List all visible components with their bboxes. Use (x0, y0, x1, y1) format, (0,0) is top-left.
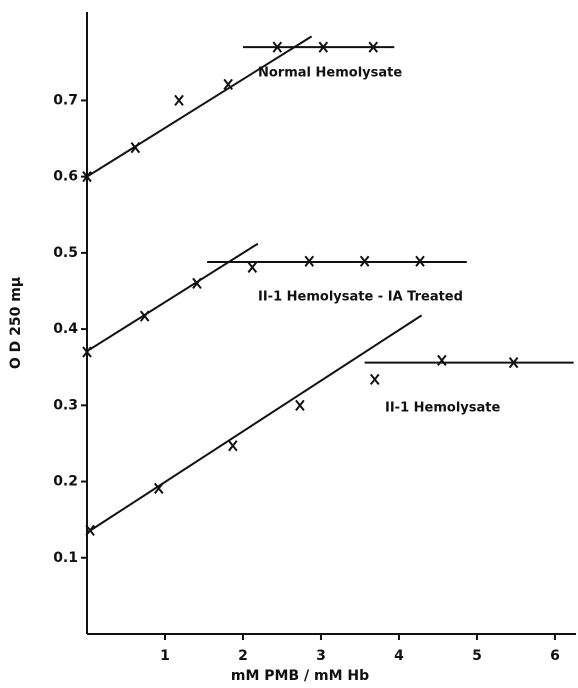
y-tick-label: 0.2 (53, 474, 78, 490)
x-marker (272, 41, 283, 53)
x-tick-label: 1 (160, 648, 170, 664)
fit-line (86, 314, 423, 534)
x-marker (304, 255, 315, 267)
y-tick-label: 0.4 (53, 321, 78, 337)
series-label: II-1 Hemolysate - IA Treated (258, 290, 463, 305)
x-marker (228, 440, 238, 452)
x-marker (508, 357, 519, 369)
fit-line (86, 242, 259, 353)
x-marker (192, 277, 202, 289)
y-axis-label: O D 250 mμ (8, 277, 24, 369)
x-marker (437, 354, 447, 366)
y-tick-label: 0.6 (53, 169, 78, 185)
fit-line (86, 35, 313, 178)
x-marker (174, 94, 184, 107)
x-marker (82, 171, 92, 183)
x-marker (368, 41, 379, 53)
y-tick-label: 0.1 (53, 550, 78, 566)
x-marker (223, 78, 233, 91)
x-marker (247, 261, 258, 273)
x-marker (153, 482, 164, 495)
y-tick-label: 0.7 (53, 92, 78, 108)
series-label: Normal Hemolysate (258, 66, 402, 81)
x-marker (82, 346, 92, 358)
x-tick-label: 4 (394, 648, 404, 664)
x-marker (318, 41, 329, 53)
x-marker (85, 524, 95, 536)
x-tick-label: 3 (316, 648, 326, 664)
series-label: II-1 Hemolysate (385, 401, 500, 416)
x-marker (370, 373, 380, 386)
x-marker (359, 255, 370, 267)
x-tick-label: 2 (238, 648, 248, 664)
y-tick-label: 0.5 (53, 245, 78, 261)
x-axis-label: mM PMB / mM Hb (231, 668, 369, 684)
x-tick-label: 5 (472, 648, 482, 664)
x-marker (130, 142, 141, 154)
x-tick-label: 6 (550, 648, 560, 664)
x-marker (295, 399, 305, 411)
x-marker (139, 310, 150, 322)
x-marker (415, 255, 425, 267)
y-tick-label: 0.3 (53, 397, 78, 413)
